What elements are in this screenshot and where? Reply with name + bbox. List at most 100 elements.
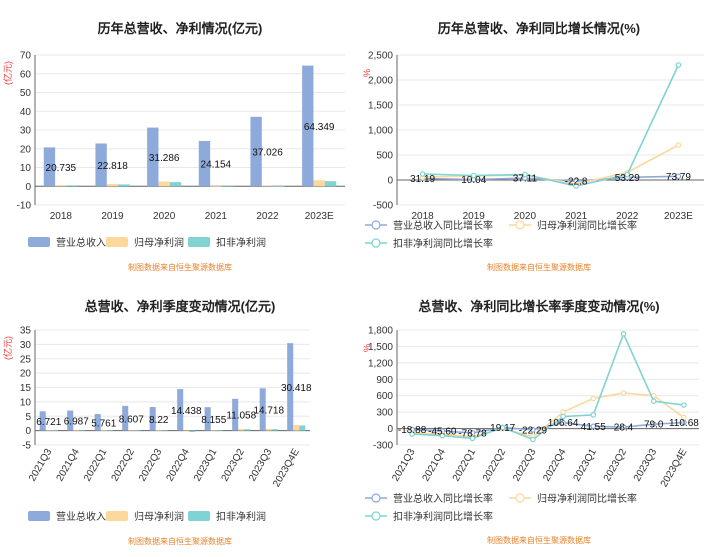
y-tick-label: 300 (376, 408, 393, 419)
x-tick-label: 2022Q4 (165, 447, 193, 484)
bar-net-profit (210, 186, 222, 187)
bar-deducted-net-profit (216, 430, 223, 431)
data-label: 8.607 (119, 414, 144, 425)
x-tick-label: 2022Q1 (451, 447, 479, 484)
x-tick-label: 2022Q2 (481, 447, 509, 484)
bar-deducted-net-profit (118, 184, 130, 187)
legend-label: 营业总收入同比增长率 (393, 219, 493, 232)
bar-net-profit (128, 430, 135, 431)
chart-panel-quarterly-revenue: 总营收、净利季度变动情况(亿元) (亿元) -5 0 5 10 15 20 25 30 35 2021… (0, 278, 359, 556)
bar-revenue (43, 147, 56, 187)
data-label: 64.349 (304, 122, 335, 133)
y-unit-label: % (362, 344, 372, 352)
x-tick-label: 2019 (463, 211, 486, 222)
data-label: 37.026 (252, 148, 283, 159)
data-label: 14.718 (253, 405, 284, 416)
bar-revenue (232, 398, 239, 431)
line-series-revenue-growth (412, 421, 684, 434)
x-tick-label: 2022Q3 (511, 447, 539, 484)
x-tick-label: 2019 (101, 211, 124, 222)
legend-marker (515, 220, 525, 230)
line-series-net-profit-growth (412, 392, 685, 438)
data-label: 30.418 (281, 383, 312, 394)
line-series-deducted-net-profit-growth (412, 331, 685, 441)
data-label: 22.818 (97, 161, 128, 172)
bar-net-profit (210, 430, 217, 431)
data-point (470, 172, 477, 179)
data-label: -45.60 (428, 427, 457, 438)
bar-revenue (198, 140, 211, 187)
x-tick-label: 2023Q2 (220, 447, 248, 484)
legend-marker (515, 493, 525, 503)
data-point (522, 171, 528, 178)
legend-swatch (106, 237, 128, 247)
data-point (620, 331, 627, 337)
x-tick-label: 2023Q1 (572, 447, 600, 484)
data-label: -22.29 (519, 425, 548, 436)
source-note: 制图数据来自恒生聚源数据库 (487, 535, 591, 545)
x-tick-label: 2022 (256, 211, 279, 222)
data-label: 8.155 (201, 415, 226, 426)
data-point (573, 183, 579, 189)
bar-deducted-net-profit (169, 182, 182, 187)
bar-deducted-net-profit (273, 186, 285, 187)
y-tick-label: 20 (20, 369, 32, 380)
bar-revenue (250, 116, 262, 187)
chart-title: 历年总营收、净利情况(亿元) (98, 21, 263, 36)
data-label: 6.721 (36, 417, 61, 428)
y-unit-label: % (362, 69, 372, 77)
legend-marker (371, 511, 381, 521)
data-point (439, 432, 446, 439)
legend-label: 扣非净利润 (216, 236, 266, 249)
bar-deducted-net-profit (271, 429, 278, 431)
data-point (675, 142, 682, 148)
x-tick-label: 2021 (565, 211, 588, 222)
bar-revenue (122, 405, 129, 431)
y-tick-label: 10 (20, 163, 32, 174)
bar-net-profit (106, 184, 119, 187)
data-label: 19.17 (490, 423, 515, 434)
data-point (530, 436, 536, 443)
source-note: 制图数据来自恒生聚源数据库 (128, 536, 232, 546)
data-label: 31.19 (410, 174, 435, 185)
source-note: 制图数据来自恒生聚源数据库 (487, 262, 591, 272)
y-tick-label: -500 (373, 201, 393, 212)
bar-revenue (204, 407, 211, 431)
x-tick-label: 2021Q3 (27, 447, 55, 484)
x-tick-label: 2022Q4 (541, 447, 569, 484)
data-point (650, 398, 657, 404)
data-label: -78.78 (458, 428, 487, 439)
y-unit-label: (亿元) (2, 61, 13, 85)
bar-net-profit (313, 180, 325, 187)
y-tick-label: 60 (20, 69, 32, 80)
data-label: 8.22 (149, 415, 169, 426)
y-tick-label: -300 (373, 441, 393, 452)
line-series-deducted-net-profit-growth (422, 64, 680, 187)
data-label: 37.11 (513, 174, 538, 185)
bar-revenue (177, 389, 184, 431)
bar-net-profit (238, 428, 245, 431)
x-tick-label: 2020 (153, 211, 176, 222)
data-point (560, 413, 566, 420)
data-label: 31.286 (149, 153, 180, 164)
data-point (560, 419, 566, 426)
data-point (590, 412, 597, 418)
bar-net-profit (293, 424, 300, 431)
x-tick-label: 2021Q3 (390, 447, 418, 484)
legend-label: 归母净利润 (134, 236, 184, 249)
bar-revenue (39, 411, 46, 431)
y-tick-label: 70 (20, 51, 32, 62)
bar-deducted-net-profit (106, 430, 113, 432)
data-point (620, 390, 627, 396)
y-tick-label: 0 (25, 182, 31, 193)
bar-deducted-net-profit (299, 425, 306, 431)
y-tick-label: 5 (25, 412, 31, 423)
bar-revenue (287, 343, 294, 431)
data-point (419, 171, 426, 177)
x-tick-label: 2018 (50, 211, 73, 222)
chart-panel-annual-growth: 历年总营收、净利同比增长情况(%)% -500 0 500 1,000 1,500 2,00… (359, 0, 718, 278)
y-tick-label: 15 (20, 383, 32, 394)
data-label: 79.0 (644, 420, 664, 431)
y-tick-label: 25 (20, 354, 32, 365)
y-tick-label: 500 (376, 151, 393, 162)
